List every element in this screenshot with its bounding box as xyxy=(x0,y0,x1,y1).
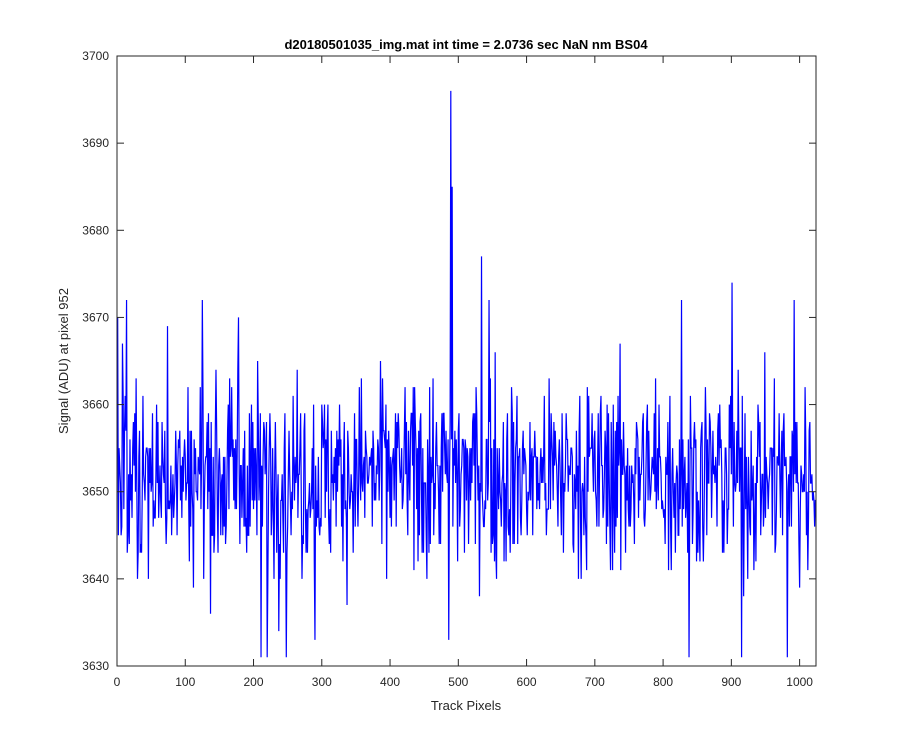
y-tick-label: 3680 xyxy=(82,223,109,237)
x-tick-label: 800 xyxy=(653,675,673,689)
y-tick-label: 3700 xyxy=(82,49,109,63)
x-tick-label: 400 xyxy=(380,675,400,689)
signal-series-line xyxy=(117,90,816,658)
y-tick-label: 3650 xyxy=(82,485,109,499)
x-axis-ticks: 0 100 200 300 400 500 600 700 800 900 1000 xyxy=(114,56,813,689)
x-tick-label: 100 xyxy=(175,675,195,689)
y-tick-label: 3670 xyxy=(82,310,109,324)
x-tick-label: 0 xyxy=(114,675,121,689)
x-tick-label: 300 xyxy=(312,675,332,689)
y-axis-ticks: 3630 3640 3650 3660 3670 3680 3690 3700 xyxy=(82,49,816,673)
y-tick-label: 3690 xyxy=(82,136,109,150)
axes-background xyxy=(117,56,816,666)
x-tick-label: 600 xyxy=(517,675,537,689)
y-tick-label: 3630 xyxy=(82,659,109,673)
y-tick-label: 3640 xyxy=(82,572,109,586)
x-tick-label: 500 xyxy=(448,675,468,689)
x-tick-label: 700 xyxy=(585,675,605,689)
x-axis-label: Track Pixels xyxy=(431,698,502,713)
x-tick-label: 200 xyxy=(244,675,264,689)
axes-box xyxy=(116,55,817,667)
chart-title: d20180501035_img.mat int time = 2.0736 s… xyxy=(284,37,648,52)
x-tick-label: 1000 xyxy=(786,675,813,689)
y-axis-label: Signal (ADU) at pixel 952 xyxy=(56,288,71,434)
series-layer xyxy=(117,90,816,658)
x-tick-label: 900 xyxy=(721,675,741,689)
y-tick-label: 3660 xyxy=(82,398,109,412)
